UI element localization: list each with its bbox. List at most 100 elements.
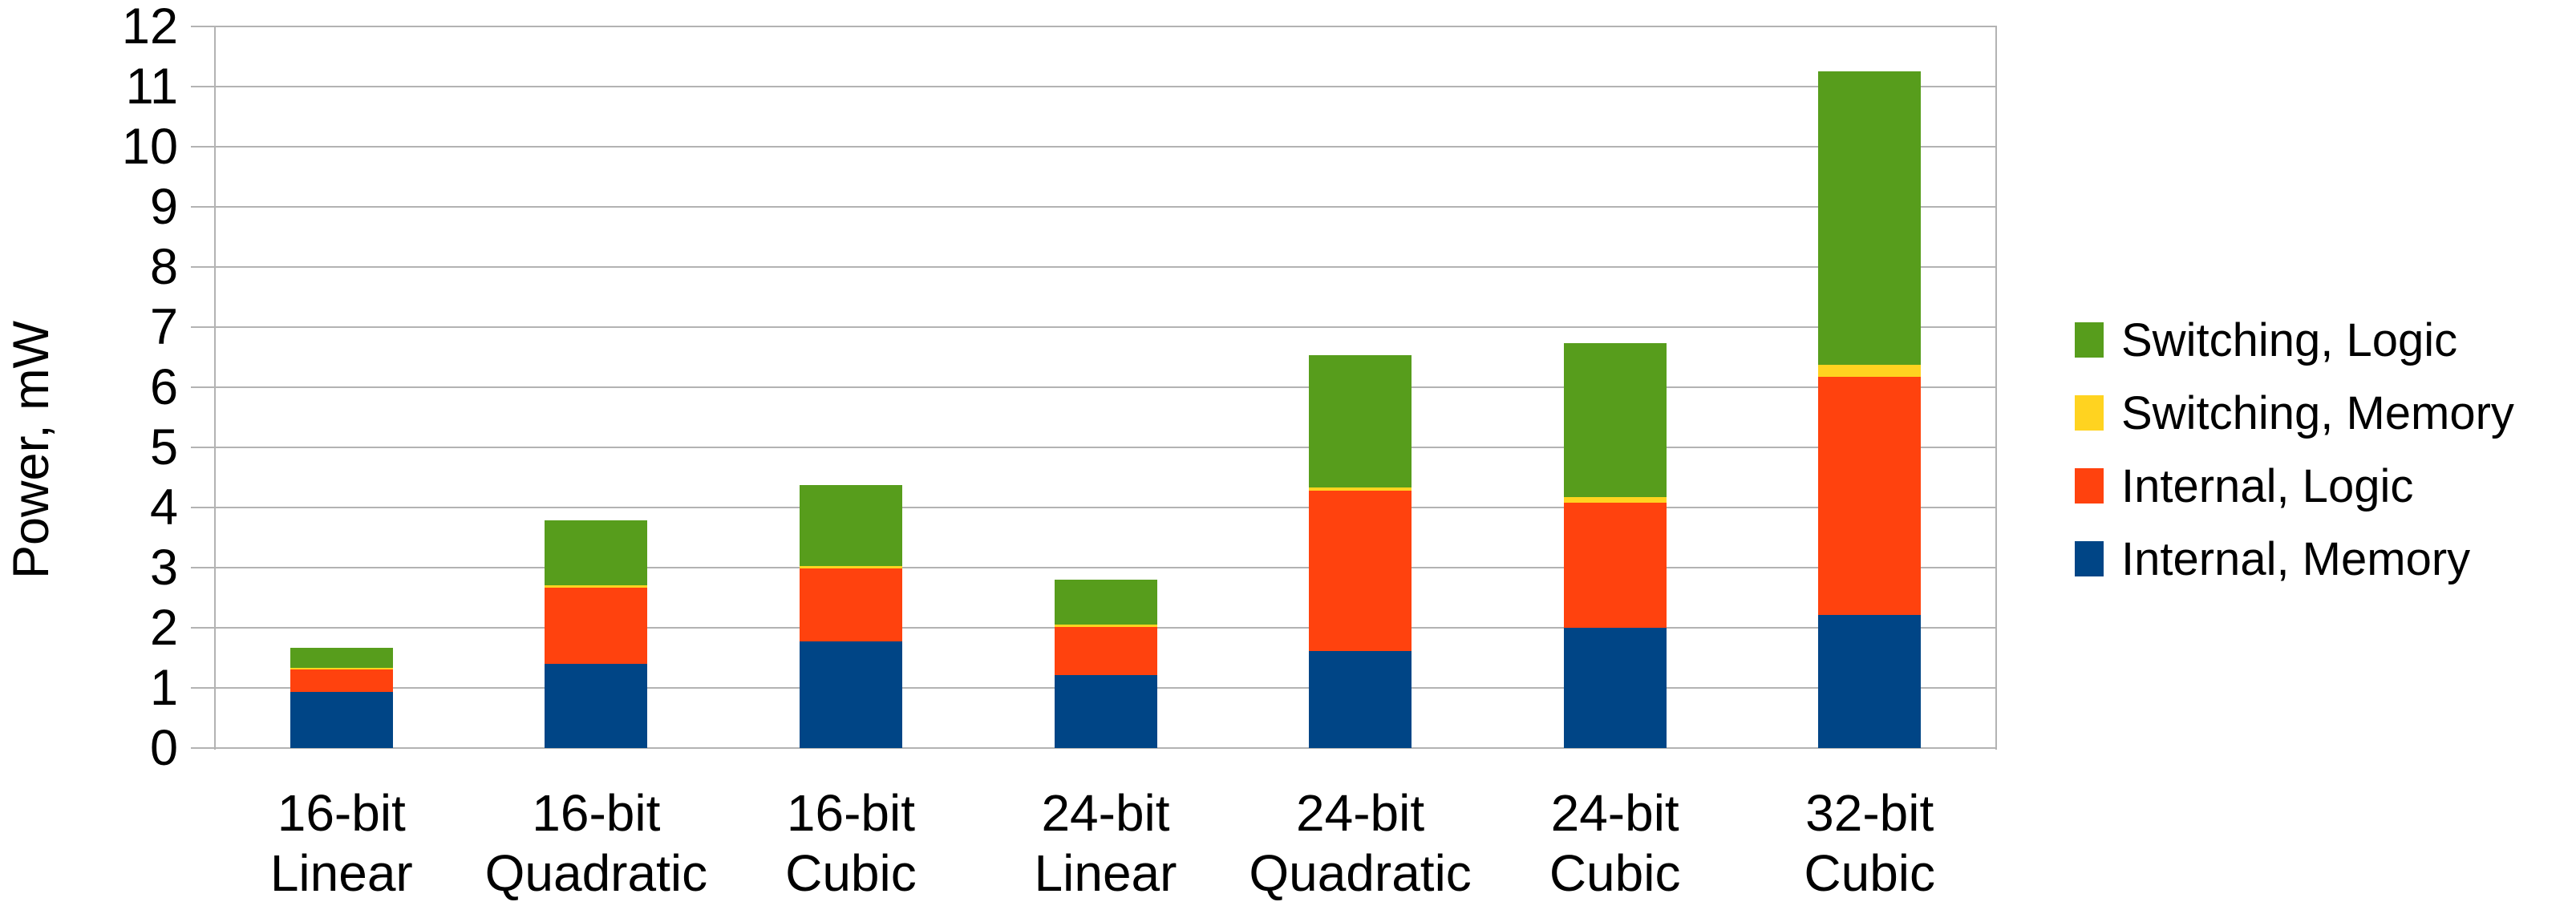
bar-segment-internal-logic — [290, 669, 393, 693]
legend-item: Internal, Logic — [2075, 460, 2514, 512]
y-tick-label: 7 — [149, 299, 178, 355]
bar-16-bit-linear — [290, 647, 393, 748]
bar-segment-switching-logic — [1309, 355, 1412, 488]
legend-item: Internal, Memory — [2075, 533, 2514, 585]
y-tick-label: 3 — [149, 540, 178, 596]
bar-segment-switching-logic — [799, 484, 902, 566]
legend-item: Switching, Logic — [2075, 314, 2514, 366]
y-axis-tick — [191, 386, 214, 388]
legend-item: Switching, Memory — [2075, 387, 2514, 439]
bar-24-bit-quadratic — [1309, 355, 1412, 748]
y-tick-label: 5 — [149, 419, 178, 475]
bar-segment-internal-memory — [290, 692, 393, 748]
bar-16-bit-quadratic — [545, 520, 648, 748]
bar-segment-internal-logic — [799, 568, 902, 641]
y-tick-label: 2 — [149, 600, 178, 656]
x-tick-label-line: Cubic — [1804, 844, 1936, 902]
x-tick-label: 24-bit Linear — [978, 783, 1234, 904]
x-tick-label-line: 32-bit — [1805, 784, 1934, 842]
bar-segment-internal-memory — [1818, 614, 1922, 748]
bar-segment-internal-memory — [545, 664, 648, 748]
x-tick-label: 24-bit Cubic — [1487, 783, 1744, 904]
bar-segment-switching-logic — [290, 647, 393, 668]
bar-segment-switching-memory — [1818, 365, 1922, 377]
x-tick-label-line: 24-bit — [1296, 784, 1425, 842]
y-axis-tick — [191, 447, 214, 448]
bar-segment-switching-logic — [1563, 342, 1667, 497]
bar-segment-switching-logic — [1054, 580, 1157, 625]
legend-swatch-switching-memory — [2075, 395, 2104, 431]
y-axis-tick — [191, 146, 214, 148]
bar-segment-switching-memory — [799, 565, 902, 568]
gridline — [214, 386, 1997, 388]
gridline — [214, 146, 1997, 148]
plot-right-border — [1995, 26, 1997, 750]
y-tick-label: 11 — [125, 59, 178, 115]
y-axis-tick — [191, 507, 214, 508]
x-tick-label-line: Linear — [1034, 844, 1177, 902]
gridline — [214, 26, 1997, 27]
y-tick-label: 1 — [149, 660, 178, 716]
bar-segment-switching-memory — [1563, 496, 1667, 503]
bar-segment-switching-memory — [290, 667, 393, 669]
y-tick-label: 8 — [149, 239, 178, 295]
bar-segment-internal-logic — [1309, 491, 1412, 651]
bar-segment-switching-logic — [1818, 71, 1922, 366]
gridline — [214, 567, 1997, 568]
gridline — [214, 266, 1997, 268]
bar-segment-internal-logic — [1054, 626, 1157, 676]
y-axis-line — [214, 26, 216, 750]
bar-32-bit-cubic — [1818, 71, 1922, 748]
bar-segment-switching-logic — [545, 520, 648, 585]
gridline — [214, 206, 1997, 208]
x-tick-label-line: 16-bit — [532, 784, 661, 842]
gridline — [214, 507, 1997, 508]
x-tick-label-line: Cubic — [1549, 844, 1681, 902]
bar-segment-switching-memory — [545, 584, 648, 588]
legend-swatch-switching-logic — [2075, 322, 2104, 358]
bar-24-bit-cubic — [1563, 342, 1667, 748]
y-axis-tick — [191, 627, 214, 629]
y-tick-label: 12 — [121, 0, 178, 55]
y-axis-tick — [191, 567, 214, 568]
y-tick-label: 6 — [149, 359, 178, 415]
gridline — [214, 86, 1997, 87]
gridline — [214, 747, 1997, 749]
x-tick-label-line: 16-bit — [277, 784, 406, 842]
x-tick-label: 16-bit Cubic — [723, 783, 979, 904]
y-tick-label: 9 — [149, 179, 178, 235]
bar-segment-internal-logic — [1563, 503, 1667, 628]
legend-swatch-internal-memory — [2075, 541, 2104, 576]
bar-segment-switching-memory — [1054, 624, 1157, 627]
y-axis-tick — [191, 206, 214, 208]
legend-label: Internal, Memory — [2121, 532, 2471, 585]
bar-segment-internal-memory — [1309, 650, 1412, 748]
bar-segment-internal-memory — [1054, 675, 1157, 748]
bar-segment-switching-memory — [1309, 487, 1412, 491]
legend-label: Switching, Logic — [2121, 313, 2458, 366]
bar-segment-internal-memory — [799, 641, 902, 748]
x-tick-label-line: 16-bit — [786, 784, 915, 842]
y-axis-tick — [191, 86, 214, 87]
y-tick-label: 10 — [121, 119, 178, 175]
x-tick-label-line: Cubic — [785, 844, 917, 902]
legend: Switching, Logic Switching, Memory Interna… — [2075, 314, 2514, 614]
x-tick-label: 24-bit Quadratic — [1232, 783, 1488, 904]
y-axis-tick — [191, 747, 214, 749]
y-axis-tick — [191, 26, 214, 27]
x-tick-label-line: 24-bit — [1041, 784, 1170, 842]
gridline — [214, 326, 1997, 328]
legend-label: Internal, Logic — [2121, 459, 2414, 512]
bar-segment-internal-logic — [545, 587, 648, 664]
x-tick-label-line: Quadratic — [484, 844, 708, 902]
y-axis-tick — [191, 687, 214, 689]
x-tick-label: 32-bit Cubic — [1741, 783, 1998, 904]
bar-segment-internal-logic — [1818, 376, 1922, 615]
legend-label: Switching, Memory — [2121, 386, 2514, 439]
x-tick-label-line: 24-bit — [1550, 784, 1679, 842]
x-tick-label-line: Linear — [269, 844, 413, 902]
y-tick-label: 0 — [149, 720, 178, 776]
y-tick-label: 4 — [149, 479, 178, 536]
gridline — [214, 447, 1997, 448]
